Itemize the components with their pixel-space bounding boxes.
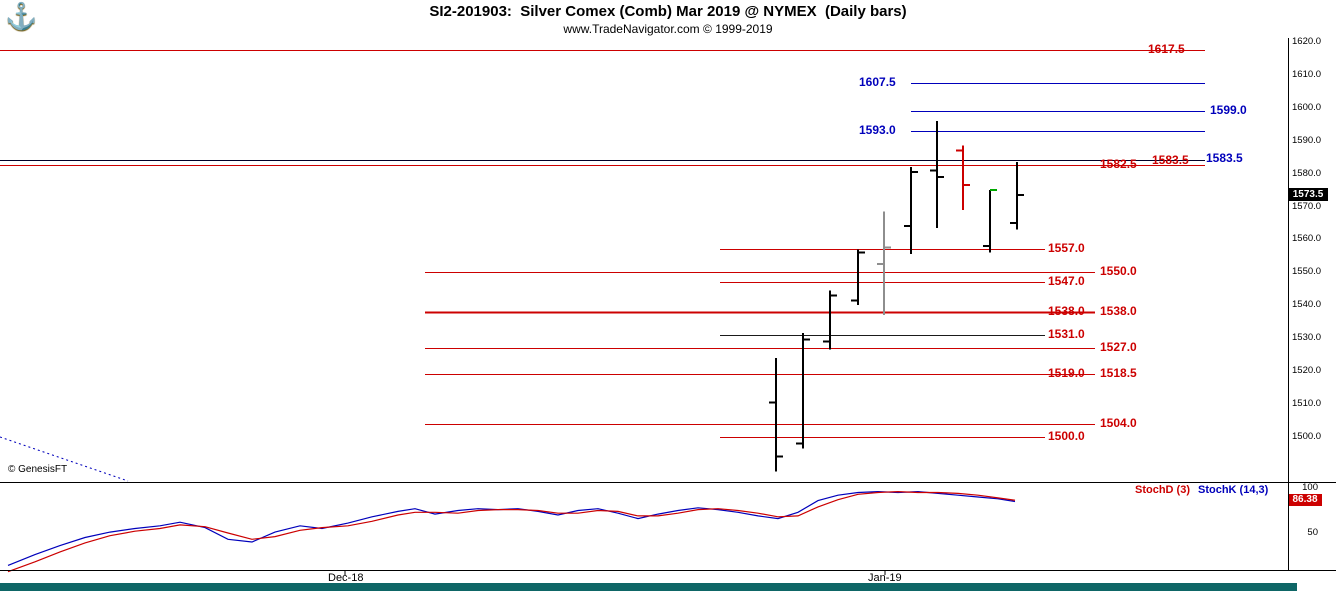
price-level-label: 1531.0 <box>1048 327 1085 341</box>
price-level-label: 1547.0 <box>1048 274 1085 288</box>
price-level-label: 1593.0 <box>859 123 896 137</box>
stoch-value-badge: 86.38 <box>1288 494 1322 506</box>
chart-title: SI2-201903: Silver Comex (Comb) Mar 2019… <box>429 3 907 20</box>
price-axis-tick: 1570.0 <box>1292 201 1322 212</box>
price-axis-tick: 1540.0 <box>1292 299 1322 310</box>
price-level-label: 1583.5 <box>1206 151 1243 165</box>
price-axis-tick: 1600.0 <box>1292 102 1322 113</box>
price-axis-tick: 1500.0 <box>1292 431 1322 442</box>
price-level-label: 1617.5 <box>1148 42 1185 56</box>
price-level-label: 1582.5 <box>1100 157 1137 171</box>
genesisft-anchor-icon: ⚓ <box>5 1 38 31</box>
stoch-axis-50: 50 <box>1307 527 1318 538</box>
stoch-panel-bottom-border <box>0 570 1336 571</box>
price-level-label: 1538.0 <box>1048 304 1085 318</box>
chart-subtitle: www.TradeNavigator.com © 1999-2019 <box>563 22 773 36</box>
price-axis-tick: 1610.0 <box>1292 69 1322 80</box>
price-axis-separator <box>1288 38 1289 570</box>
stoch-panel-top-border <box>0 482 1336 483</box>
price-axis-tick: 1530.0 <box>1292 332 1322 343</box>
price-axis-tick: 1620.0 <box>1292 36 1322 47</box>
stoch-axis-100: 100 <box>1302 482 1318 493</box>
price-level-label: 1550.0 <box>1100 264 1137 278</box>
price-level-label: 1557.0 <box>1048 241 1085 255</box>
genesisft-copyright: © GenesisFT <box>8 464 68 475</box>
price-axis-tick: 1560.0 <box>1292 233 1322 244</box>
price-axis-tick: 1580.0 <box>1292 168 1322 179</box>
price-axis-tick: 1510.0 <box>1292 398 1322 409</box>
price-axis-tick: 1590.0 <box>1292 135 1322 146</box>
price-level-label: 1527.0 <box>1100 340 1137 354</box>
price-level-label: 1538.0 <box>1100 304 1137 318</box>
stoch-k-legend: StochK (14,3) <box>1198 484 1269 496</box>
price-level-label: 1599.0 <box>1210 103 1247 117</box>
last-price-badge: 1573.5 <box>1288 188 1328 201</box>
price-level-label: 1500.0 <box>1048 429 1085 443</box>
x-axis-label-jan19: Jan-19 <box>868 572 902 584</box>
price-level-label: 1583.5 <box>1152 153 1189 167</box>
stoch-d-legend: StochD (3) <box>1135 484 1190 496</box>
price-level-label: 1607.5 <box>859 75 896 89</box>
chart-horizontal-scrollbar[interactable] <box>0 583 1297 591</box>
stoch-d-line <box>7 490 1016 573</box>
price-level-label: 1518.5 <box>1100 366 1137 380</box>
x-axis-label-dec18: Dec-18 <box>328 572 364 584</box>
price-axis-tick: 1550.0 <box>1292 266 1322 277</box>
price-axis-tick: 1520.0 <box>1292 365 1322 376</box>
price-level-label: 1504.0 <box>1100 416 1137 430</box>
price-level-label: 1519.0 <box>1048 366 1085 380</box>
